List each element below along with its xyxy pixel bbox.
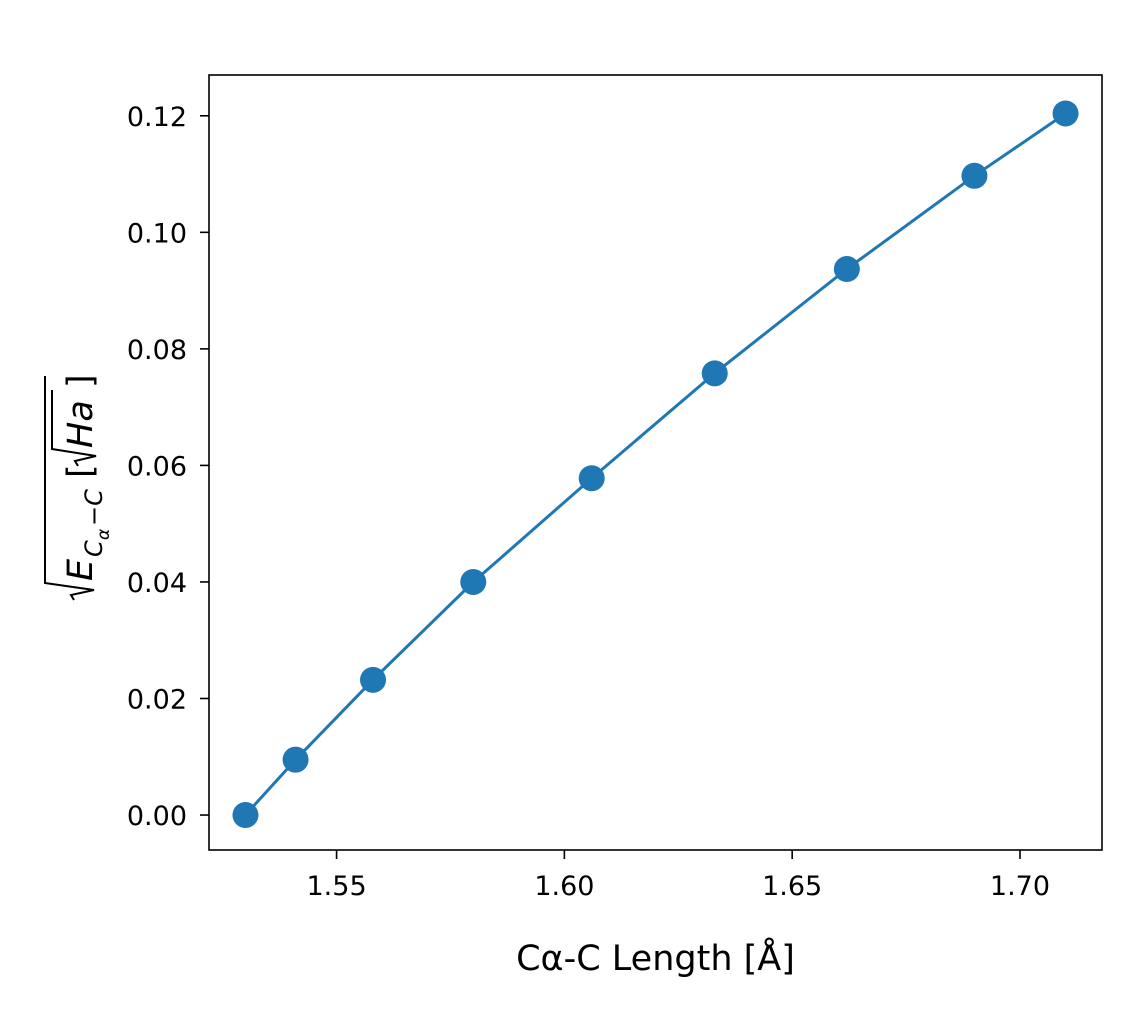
data-point bbox=[701, 360, 728, 387]
y-tick-label: 0.00 bbox=[127, 801, 187, 832]
sqrt-sign-icon bbox=[44, 376, 95, 601]
x-tick-label: 1.65 bbox=[762, 871, 822, 902]
x-tick-label: 1.55 bbox=[307, 871, 367, 902]
y-label-unit-close: ] bbox=[61, 374, 101, 388]
data-point bbox=[961, 162, 988, 189]
x-axis-ticks: 1.55 1.60 1.65 1.70 bbox=[307, 850, 1050, 902]
x-tick-label: 1.70 bbox=[990, 871, 1050, 902]
y-label-subscript-c: C bbox=[80, 540, 108, 557]
plot-frame bbox=[208, 74, 1103, 851]
y-label-energy-symbol: E bbox=[61, 558, 101, 581]
data-point bbox=[232, 802, 259, 829]
data-point bbox=[460, 568, 487, 595]
data-point bbox=[833, 256, 860, 283]
y-label-subscript-rest: −C bbox=[80, 489, 108, 526]
y-tick-label: 0.06 bbox=[127, 451, 187, 482]
y-tick-label: 0.08 bbox=[127, 335, 187, 366]
unit-sqrt-sign-icon bbox=[51, 390, 97, 467]
data-point bbox=[1052, 100, 1079, 127]
y-axis-ticks: 0.00 0.02 0.04 0.06 0.08 0.10 0.12 bbox=[127, 102, 209, 832]
x-axis-label: Cα-C Length [Å] bbox=[516, 936, 795, 979]
y-label-unit-inner: Ha bbox=[61, 400, 101, 448]
x-tick-label: 1.60 bbox=[534, 871, 594, 902]
data-point bbox=[282, 746, 309, 773]
data-point bbox=[578, 465, 605, 492]
y-label-unit-open: [ bbox=[61, 464, 101, 478]
series-layer bbox=[232, 100, 1079, 829]
y-tick-label: 0.04 bbox=[127, 568, 187, 599]
y-label-subscript-alpha: α bbox=[94, 529, 114, 540]
y-axis-label: E C α −C [ Ha ] bbox=[44, 374, 114, 601]
y-tick-label: 0.12 bbox=[127, 102, 187, 133]
y-tick-label: 0.02 bbox=[127, 684, 187, 715]
data-point bbox=[360, 666, 387, 693]
plot-background bbox=[209, 75, 1102, 850]
y-tick-label: 0.10 bbox=[127, 218, 187, 249]
